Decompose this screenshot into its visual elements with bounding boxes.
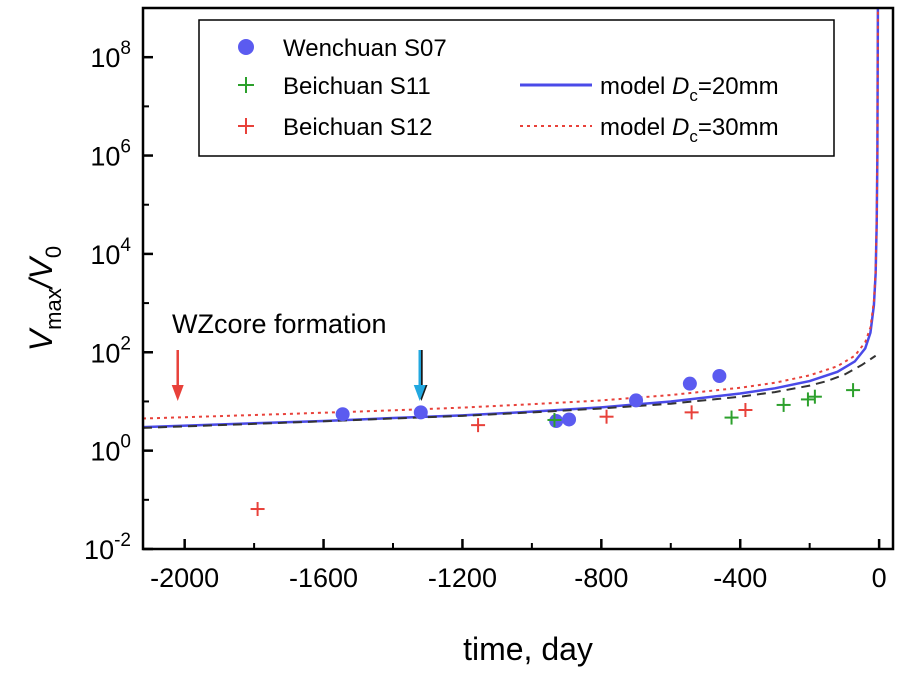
annotation-text: WZcore formation <box>172 309 387 339</box>
data-point <box>738 403 753 418</box>
legend-item-model30: model Dc=30mm <box>520 114 779 146</box>
y-tick-label: 106 <box>90 137 131 172</box>
series-line-5 <box>143 354 877 429</box>
data-point <box>776 397 791 412</box>
data-point <box>807 389 822 404</box>
legend-label: Wenchuan S07 <box>283 35 447 62</box>
y-tick-label: 10-2 <box>84 530 131 565</box>
x-tick-label: -1600 <box>289 563 358 593</box>
legend-item-model20: model Dc=20mm <box>520 73 779 105</box>
y-axis-title: Vmax/V0 <box>23 246 66 351</box>
data-point <box>250 502 265 517</box>
legend-marker <box>238 77 254 93</box>
legend-box <box>198 19 835 157</box>
data-point <box>471 418 486 433</box>
annotation-arrow <box>171 350 184 401</box>
annotation-arrow <box>413 350 426 401</box>
legend-marker <box>238 39 254 55</box>
legend-item-beichuan11: Beichuan S11 <box>238 73 431 100</box>
data-point <box>724 410 739 425</box>
data-point <box>712 368 727 383</box>
y-tick-label: 104 <box>90 235 131 270</box>
data-point <box>629 393 644 408</box>
data-point <box>335 407 350 422</box>
data-point <box>684 405 699 420</box>
data-point <box>800 392 815 407</box>
x-tick-label: -2000 <box>150 563 219 593</box>
data-point <box>413 405 428 420</box>
x-tick-label: -800 <box>574 563 628 593</box>
data-point <box>549 414 564 429</box>
x-tick-label: -400 <box>713 563 767 593</box>
x-axis-title: time, day <box>463 631 593 667</box>
legend-marker <box>238 118 254 134</box>
legend-item-wenchuan: Wenchuan S07 <box>238 35 447 62</box>
data-point <box>846 383 861 398</box>
legend-label: model Dc=20mm <box>600 73 779 105</box>
legend-label: Beichuan S11 <box>283 73 431 100</box>
x-tick-label: 0 <box>872 563 887 593</box>
y-tick-label: 108 <box>90 38 131 73</box>
legend-label: Beichuan S12 <box>283 114 432 141</box>
y-tick-label: 102 <box>90 333 131 368</box>
data-point <box>547 412 562 427</box>
legend-label: model Dc=30mm <box>600 114 779 146</box>
data-point <box>599 409 614 424</box>
data-point <box>682 376 697 391</box>
y-tick-label: 100 <box>90 432 131 467</box>
data-point <box>562 412 577 427</box>
plot-frame <box>141 6 895 551</box>
legend-item-beichuan12: Beichuan S12 <box>238 114 432 141</box>
x-tick-label: -1200 <box>428 563 497 593</box>
